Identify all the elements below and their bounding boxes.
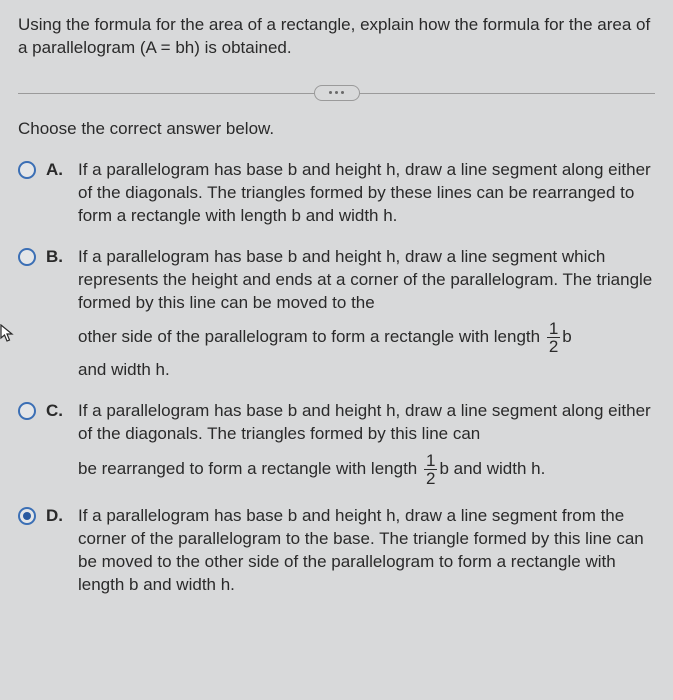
choice-text: If a parallelogram has base b and height… [78, 400, 655, 487]
choice-letter: A. [46, 159, 68, 182]
dot-icon [341, 91, 344, 94]
choice-text-seg: be rearranged to form a rectangle with l… [78, 452, 655, 487]
text-fragment: other side of the parallelogram to form … [78, 327, 545, 346]
choice-a[interactable]: A. If a parallelogram has base b and hei… [18, 159, 655, 228]
choice-b[interactable]: B. If a parallelogram has base b and hei… [18, 246, 655, 383]
fraction-numerator: 1 [547, 320, 560, 337]
dot-icon [335, 91, 338, 94]
question-stem: Using the formula for the area of a rect… [18, 14, 655, 60]
choice-letter: D. [46, 505, 68, 528]
cursor-icon [0, 324, 16, 344]
text-fragment: b and width h. [439, 459, 545, 478]
choice-text-seg: other side of the parallelogram to form … [78, 320, 655, 355]
radio-b[interactable] [18, 248, 36, 266]
fraction-denominator: 2 [424, 470, 437, 487]
radio-a[interactable] [18, 161, 36, 179]
fraction-numerator: 1 [424, 452, 437, 469]
divider-pill-button[interactable] [314, 85, 360, 101]
text-fragment: be rearranged to form a rectangle with l… [78, 459, 422, 478]
text-fragment: b [562, 327, 571, 346]
choice-text-seg: If a parallelogram has base b and height… [78, 400, 655, 446]
section-divider [18, 82, 655, 104]
choice-c[interactable]: C. If a parallelogram has base b and hei… [18, 400, 655, 487]
radio-c[interactable] [18, 402, 36, 420]
fraction: 12 [424, 452, 437, 487]
choice-text: If a parallelogram has base b and height… [78, 246, 655, 383]
choice-text: If a parallelogram has base b and height… [78, 505, 655, 597]
prompt-text: Choose the correct answer below. [18, 118, 655, 141]
choice-text: If a parallelogram has base b and height… [78, 159, 655, 228]
choice-d[interactable]: D. If a parallelogram has base b and hei… [18, 505, 655, 597]
choice-letter: C. [46, 400, 68, 423]
radio-d[interactable] [18, 507, 36, 525]
fraction: 12 [547, 320, 560, 355]
choice-letter: B. [46, 246, 68, 269]
choice-text-seg: and width h. [78, 359, 655, 382]
fraction-denominator: 2 [547, 338, 560, 355]
dot-icon [329, 91, 332, 94]
choice-text-seg: If a parallelogram has base b and height… [78, 246, 655, 315]
